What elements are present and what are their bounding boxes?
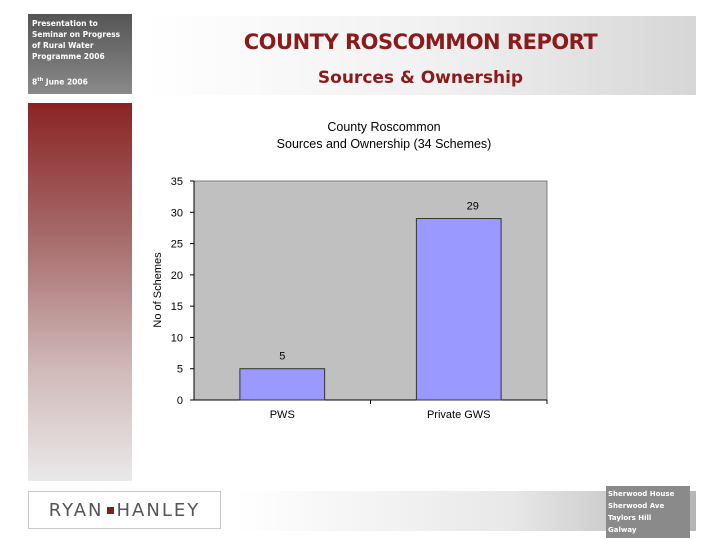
company-address: Sherwood House Sherwood Ave Taylors Hill… xyxy=(606,486,690,538)
bar-private-gws xyxy=(415,218,502,401)
chart-container: County Roscommon Sources and Ownership (… xyxy=(140,112,700,432)
y-ticks: 0 5 10 15 20 25 30 35 xyxy=(171,176,194,407)
chart-title-line-2: Sources and Ownership (34 Schemes) xyxy=(277,137,492,151)
logo-right-text: HANLEY xyxy=(116,499,201,521)
bar-chart: County Roscommon Sources and Ownership (… xyxy=(152,120,548,421)
bar-pws xyxy=(239,368,326,401)
presentation-line: of Rural Water xyxy=(32,41,94,50)
x-tick-label: Private GWS xyxy=(427,409,491,421)
address-line: Sherwood House xyxy=(608,490,675,498)
logo-left-text: RYAN xyxy=(48,499,104,521)
data-label: 5 xyxy=(279,351,285,363)
y-tick-label: 35 xyxy=(171,176,183,188)
y-tick-label: 20 xyxy=(171,270,183,282)
date-rest: June 2006 xyxy=(43,77,88,87)
chart-title-line-1: County Roscommon xyxy=(327,120,440,134)
y-axis-label: No of Schemes xyxy=(152,252,164,328)
data-label: 29 xyxy=(467,201,479,213)
header-banner: COUNTY ROSCOMMON REPORT Sources & Owners… xyxy=(145,16,696,95)
logo-square-icon xyxy=(106,506,114,514)
address-line: Sherwood Ave xyxy=(608,502,665,510)
presentation-date: 8th June 2006 xyxy=(32,77,88,87)
report-title: COUNTY ROSCOMMON REPORT xyxy=(243,30,598,54)
presentation-line: Seminar on Progress xyxy=(32,30,121,39)
y-tick-label: 10 xyxy=(171,332,183,344)
y-tick-label: 5 xyxy=(177,364,183,376)
address-line: Taylors Hill xyxy=(608,514,652,522)
x-tick-label: PWS xyxy=(270,409,295,421)
y-tick-label: 25 xyxy=(171,239,183,251)
presentation-line: Programme 2006 xyxy=(32,52,105,61)
presentation-title: Presentation to Seminar on Progress of R… xyxy=(32,18,132,62)
report-subtitle: Sources & Ownership xyxy=(317,68,524,88)
address-line: Galway xyxy=(608,526,637,534)
bars: 5 29 xyxy=(239,201,502,401)
presentation-info-panel: Presentation to Seminar on Progress of R… xyxy=(28,14,132,94)
y-tick-label: 30 xyxy=(171,207,183,219)
date-suffix: th xyxy=(37,77,44,83)
y-tick-label: 0 xyxy=(177,395,183,407)
company-logo: RYAN HANLEY xyxy=(28,491,221,529)
date-day: 8 xyxy=(32,77,38,87)
y-tick-label: 15 xyxy=(171,301,183,313)
x-ticks: PWS Private GWS xyxy=(270,400,548,421)
decorative-side-gradient xyxy=(28,103,132,481)
presentation-line: Presentation to xyxy=(32,19,98,28)
